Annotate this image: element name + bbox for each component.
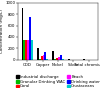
Bar [37,48,39,60]
Y-axis label: Concentration (mg/L): Concentration (mg/L) [0,9,4,53]
Bar [43,55,44,60]
Bar [24,40,25,60]
Bar [56,58,58,60]
Bar [41,56,43,60]
Bar [31,40,33,60]
Bar [58,57,60,60]
Legend: Industrial discharge, Granular Drinking WAC, Coral, Beach, Drinking water, Crust: Industrial discharge, Granular Drinking … [16,74,100,88]
Bar [25,40,27,60]
Bar [68,59,70,60]
Bar [83,59,85,60]
Bar [54,59,56,60]
Bar [62,59,64,60]
Bar [29,17,31,60]
Bar [27,40,29,60]
Bar [22,8,24,60]
Bar [60,55,62,60]
Bar [52,51,54,60]
Bar [46,59,48,60]
Bar [39,59,41,60]
Bar [44,52,46,60]
